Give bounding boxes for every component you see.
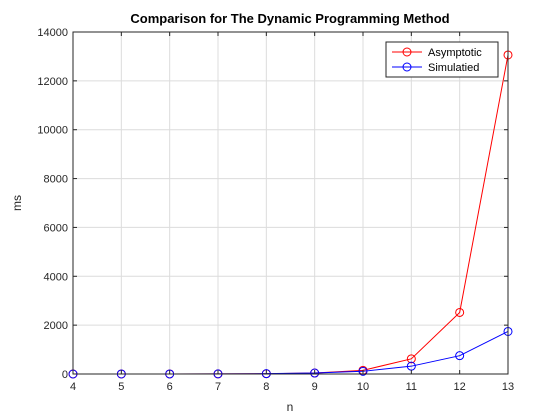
- data-point-simulatied: [310, 368, 320, 378]
- y-tick-label: 10000: [37, 125, 68, 137]
- legend-label: Simulatied: [428, 62, 479, 74]
- legend-label: Asymptotic: [428, 47, 482, 59]
- x-axis-label: n: [287, 400, 294, 414]
- data-point-asymptotic: [406, 354, 416, 364]
- x-tick-label: 5: [118, 381, 124, 393]
- x-tick-label: 6: [167, 381, 173, 393]
- x-tick-label: 13: [502, 381, 514, 393]
- y-tick-label: 12000: [37, 76, 68, 88]
- y-tick-label: 8000: [44, 174, 68, 186]
- chart-title: Comparison for The Dynamic Programming M…: [130, 11, 449, 26]
- data-point-simulatied: [358, 366, 368, 376]
- x-tick-label: 4: [70, 381, 76, 393]
- data-point-simulatied: [455, 351, 465, 361]
- x-tick-label: 8: [263, 381, 269, 393]
- x-tick-label: 12: [454, 381, 466, 393]
- y-tick-label: 4000: [44, 271, 68, 283]
- y-tick-label: 0: [62, 369, 68, 381]
- data-point-asymptotic: [455, 307, 465, 317]
- legend-box: [385, 41, 499, 78]
- x-tick-label: 10: [357, 381, 369, 393]
- x-tick-label: 7: [215, 381, 221, 393]
- y-tick-label: 2000: [44, 320, 68, 332]
- x-tick-label: 11: [406, 381, 417, 393]
- y-tick-label: 14000: [37, 27, 68, 39]
- x-tick-label: 9: [312, 381, 318, 393]
- y-tick-label: 6000: [44, 222, 68, 234]
- legend-marker-simulatied: [402, 62, 412, 72]
- axes-box: [72, 31, 509, 375]
- legend-marker-asymptotic: [402, 47, 412, 57]
- plot-area: [73, 32, 508, 374]
- axes: 4 5 6 7 8 9 10 11 12 13 0 2000 4000 6000 8000 10000 1200…: [37, 27, 514, 393]
- y-axis-label: ms: [10, 195, 24, 211]
- legend: Asymptotic Simulatied: [385, 41, 499, 78]
